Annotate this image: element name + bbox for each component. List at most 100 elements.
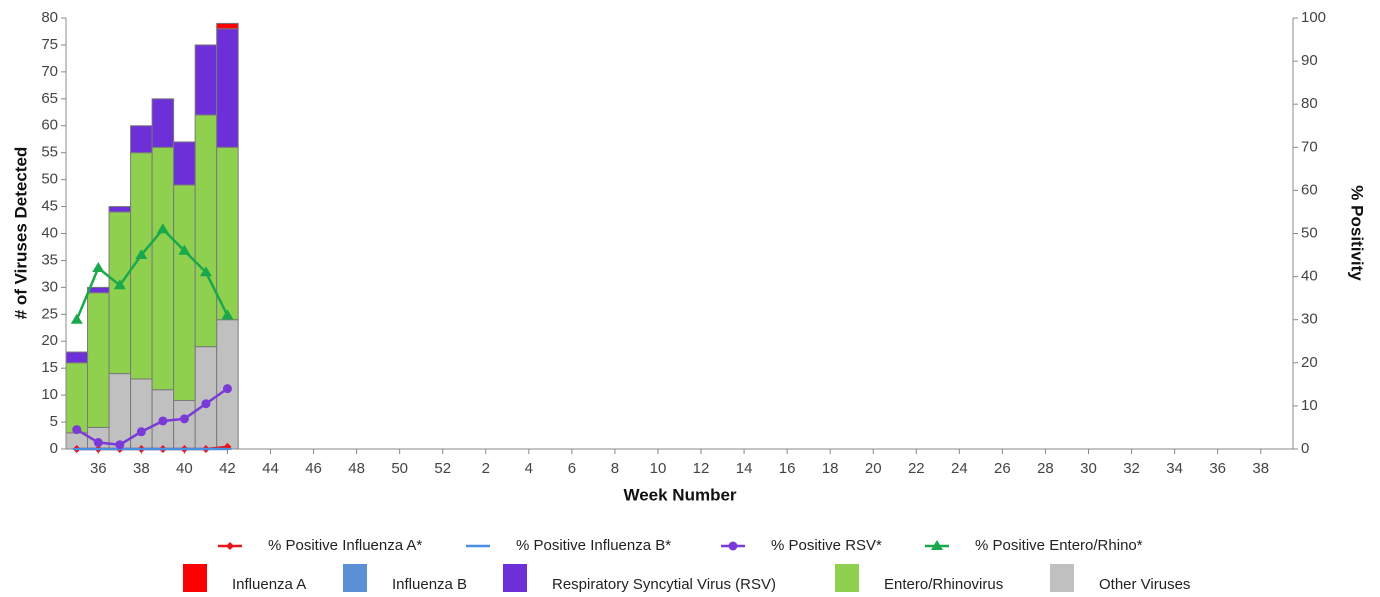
marker xyxy=(178,244,191,255)
y-tick-label: 25 xyxy=(41,305,58,322)
x-tick-label: 36 xyxy=(90,460,107,477)
legend-label: % Positive Influenza A* xyxy=(268,537,422,554)
marker xyxy=(199,266,212,277)
x-tick-label: 16 xyxy=(779,460,796,477)
legend-label: Other Viruses xyxy=(1099,576,1190,593)
x-tick-label: 6 xyxy=(568,460,576,477)
bar xyxy=(65,351,89,364)
legend-label: % Positive RSV* xyxy=(771,537,882,554)
legend-swatch xyxy=(183,564,207,592)
x-tick-label: 34 xyxy=(1166,460,1183,477)
legend-label: % Positive Influenza B* xyxy=(516,537,671,554)
x-tick-label: 30 xyxy=(1080,460,1097,477)
x-tick-label: 52 xyxy=(434,460,451,477)
marker xyxy=(222,384,232,394)
x-tick-label: 24 xyxy=(951,460,968,477)
legend-swatch xyxy=(343,564,367,592)
bar xyxy=(194,114,218,348)
bar xyxy=(216,28,239,148)
y-tick-label: 50 xyxy=(41,171,58,188)
x-tick-label: 2 xyxy=(482,460,490,477)
legend-swatch xyxy=(503,564,527,592)
y-tick-label: 0 xyxy=(50,440,58,457)
marker xyxy=(93,438,103,448)
x-tick-label: 40 xyxy=(176,460,193,477)
marker xyxy=(70,313,83,324)
legend-label: Influenza A xyxy=(232,576,306,593)
legend-label: % Positive Entero/Rhino* xyxy=(975,537,1143,554)
y-tick-label: 40 xyxy=(41,224,58,241)
y-tick-label: 10 xyxy=(41,386,58,403)
x-tick-label: 22 xyxy=(908,460,925,477)
x-tick-label: 14 xyxy=(736,460,753,477)
y2-tick-label: 80 xyxy=(1301,95,1318,112)
x-tick-label: 46 xyxy=(305,460,322,477)
x-tick-label: 32 xyxy=(1123,460,1140,477)
bar xyxy=(194,44,218,116)
bar xyxy=(108,211,132,375)
marker xyxy=(179,414,189,424)
y-tick-label: 35 xyxy=(41,251,58,268)
y-tick-label: 55 xyxy=(41,144,58,161)
marker xyxy=(221,309,234,320)
x-tick-label: 8 xyxy=(611,460,619,477)
bar xyxy=(173,141,196,186)
y-axis-title: # of Viruses Detected xyxy=(11,147,30,320)
marker xyxy=(226,542,234,550)
y-tick-label: 20 xyxy=(41,332,58,349)
marker xyxy=(931,540,943,550)
bar xyxy=(216,22,239,30)
x-tick-label: 50 xyxy=(391,460,408,477)
bar xyxy=(130,378,153,450)
y-tick-label: 45 xyxy=(41,198,58,215)
marker xyxy=(92,261,105,272)
bar xyxy=(173,184,196,402)
bar xyxy=(108,206,132,213)
y2-tick-label: 40 xyxy=(1301,268,1318,285)
legend-label: Influenza B xyxy=(392,576,467,593)
legend-swatch xyxy=(1050,564,1074,592)
y2-tick-label: 20 xyxy=(1301,354,1318,371)
y-tick-label: 60 xyxy=(41,117,58,134)
marker xyxy=(156,223,169,234)
bar xyxy=(87,292,110,428)
legend-label: Respiratory Syncytial Virus (RSV) xyxy=(552,576,776,593)
x-tick-label: 38 xyxy=(133,460,150,477)
x-tick-label: 42 xyxy=(219,460,236,477)
x-tick-label: 44 xyxy=(262,460,279,477)
x-axis-title: Week Number xyxy=(623,485,736,504)
y-tick-label: 15 xyxy=(41,359,58,376)
y2-tick-label: 0 xyxy=(1301,440,1309,457)
y2-tick-label: 30 xyxy=(1301,311,1318,328)
y-tick-label: 80 xyxy=(41,9,58,26)
x-tick-label: 20 xyxy=(865,460,882,477)
bar xyxy=(151,146,175,391)
x-tick-label: 48 xyxy=(348,460,365,477)
marker xyxy=(136,427,146,437)
x-tick-label: 18 xyxy=(822,460,839,477)
marker xyxy=(135,249,148,260)
x-tick-label: 10 xyxy=(650,460,667,477)
x-tick-label: 4 xyxy=(525,460,533,477)
bar xyxy=(216,146,239,321)
bar xyxy=(87,286,110,294)
y2-tick-label: 90 xyxy=(1301,52,1318,69)
bar xyxy=(65,362,89,434)
y2-tick-label: 70 xyxy=(1301,138,1318,155)
x-tick-label: 28 xyxy=(1037,460,1054,477)
y-tick-label: 75 xyxy=(41,36,58,53)
x-tick-label: 36 xyxy=(1209,460,1226,477)
bar xyxy=(108,373,132,450)
y2-tick-label: 50 xyxy=(1301,224,1318,241)
bar xyxy=(173,400,196,450)
y-tick-label: 70 xyxy=(41,63,58,80)
x-tick-label: 26 xyxy=(994,460,1011,477)
x-tick-label: 38 xyxy=(1252,460,1269,477)
y2-tick-label: 100 xyxy=(1301,9,1326,26)
marker xyxy=(201,399,211,409)
y2-tick-label: 60 xyxy=(1301,181,1318,198)
marker xyxy=(728,541,738,551)
legend-swatch xyxy=(835,564,859,592)
y-tick-label: 65 xyxy=(41,90,58,107)
